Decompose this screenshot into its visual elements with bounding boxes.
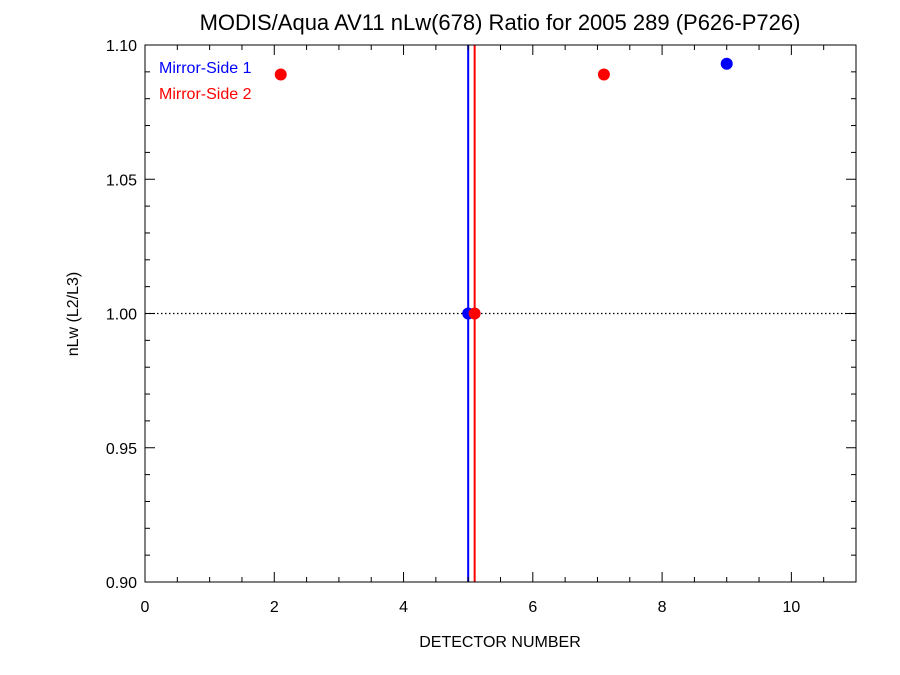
x-tick-label-8: 8: [658, 599, 667, 616]
point-series-2-3: [468, 307, 481, 320]
point-series-2-1: [274, 68, 287, 81]
y-tick-label-0.90: 0.90: [106, 575, 137, 592]
x-tick-label-6: 6: [528, 599, 537, 616]
legend-entry-2: Mirror-Side 2: [159, 86, 252, 103]
point-series-2-2: [597, 68, 610, 81]
chart-title: MODIS/Aqua AV11 nLw(678) Ratio for 2005 …: [200, 10, 801, 35]
y-tick-label-1.10: 1.10: [106, 38, 137, 55]
point-series-1-1: [720, 57, 733, 70]
x-axis-label: DETECTOR NUMBER: [419, 634, 581, 651]
x-tick-label-4: 4: [399, 599, 408, 616]
x-tick-label-2: 2: [270, 599, 279, 616]
legend: Mirror-Side 1 Mirror-Side 2: [159, 60, 252, 103]
x-tick-label-0: 0: [141, 599, 150, 616]
tick-labels: 0 2 4 6 8 10 0.90 0.95 1.00 1.05 1.10: [106, 38, 801, 616]
x-tick-label-10: 10: [782, 599, 800, 616]
y-tick-label-1.05: 1.05: [106, 172, 137, 189]
data-points: [274, 57, 733, 320]
y-axis-label: nLw (L2/L3): [65, 272, 82, 357]
y-tick-label-0.95: 0.95: [106, 441, 137, 458]
legend-entry-1: Mirror-Side 1: [159, 60, 252, 77]
y-tick-label-1.00: 1.00: [106, 307, 137, 324]
ticks: [144, 44, 857, 583]
